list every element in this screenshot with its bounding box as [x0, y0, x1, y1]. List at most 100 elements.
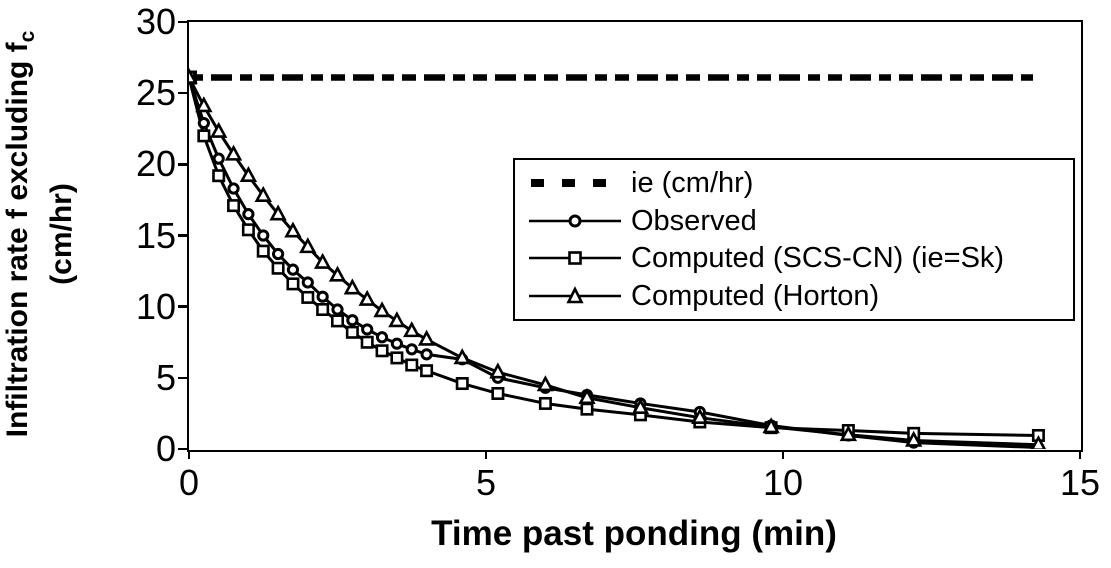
- computed-horton-marker: [343, 278, 362, 295]
- computed-horton-marker: [904, 430, 923, 447]
- computed-scs-cn-marker: [538, 396, 552, 410]
- observed-marker: [212, 152, 225, 165]
- computed-scs-cn-marker: [227, 199, 241, 213]
- computed-horton-marker: [839, 425, 858, 442]
- computed-scs-cn-marker: [420, 364, 434, 378]
- computed-horton-marker: [254, 185, 272, 202]
- computed-scs-cn-marker: [316, 303, 330, 317]
- legend-row-ie: ie (cm/hr): [527, 168, 1069, 198]
- computed-scs-cn-marker: [491, 386, 505, 400]
- x-axis-tick: [484, 450, 488, 459]
- y-axis-title-line2: (cm/hr): [45, 183, 78, 285]
- observed-marker: [197, 116, 210, 130]
- computed-horton-marker: [373, 301, 391, 318]
- x-tick-label: 0: [178, 462, 200, 503]
- observed-marker: [257, 229, 270, 242]
- computed-scs-cn-marker: [331, 314, 345, 328]
- legend-label-horton: Computed (Horton): [631, 280, 880, 313]
- circle-marker-sample-icon: [529, 214, 621, 228]
- y-tick-label: 30: [135, 1, 176, 42]
- legend-row-observed: Observed: [527, 206, 1069, 236]
- computed-horton-marker: [269, 204, 287, 221]
- computed-horton-marker: [358, 289, 376, 306]
- y-tick-label: 20: [135, 143, 176, 185]
- computed-horton-marker: [388, 311, 406, 328]
- computed-horton-marker: [691, 407, 709, 424]
- computed-horton-marker: [313, 252, 332, 269]
- observed-marker: [331, 303, 344, 316]
- computed-scs-cn-marker: [390, 351, 404, 365]
- y-axis-tick: [178, 20, 187, 24]
- computed-scs-cn-marker: [455, 377, 469, 391]
- observed-marker: [301, 276, 314, 289]
- observed-marker: [242, 208, 255, 221]
- computed-horton-marker: [403, 321, 421, 338]
- observed-marker: [316, 290, 329, 303]
- y-axis-tick: [178, 376, 187, 380]
- triangle-marker-sample-icon: [529, 286, 621, 304]
- computed-scs-cn-marker: [197, 129, 211, 143]
- y-tick-label: 25: [135, 72, 176, 114]
- y-tick-label: 10: [135, 285, 176, 327]
- legend-row-scs-cn: Computed (SCS-CN) (ie=Sk): [527, 243, 1069, 273]
- computed-horton-marker: [631, 397, 650, 415]
- legend-box: ie (cm/hr) Observed Computed (SCS-CN) (i…: [513, 158, 1075, 321]
- computed-horton-marker: [417, 329, 436, 346]
- computed-horton-marker: [1030, 435, 1047, 449]
- dashed-line-sample-icon: [531, 178, 619, 187]
- observed-marker: [361, 323, 374, 336]
- observed-marker: [286, 263, 300, 276]
- y-axis-title-subscript: c: [16, 30, 39, 43]
- y-tick-label: 5: [155, 356, 176, 398]
- y-tick-label: 15: [135, 214, 176, 256]
- y-axis-title: Infiltration rate f excluding fc (cm/hr): [1, 0, 79, 479]
- observed-marker: [420, 348, 433, 361]
- y-axis-tick: [178, 163, 187, 166]
- computed-scs-cn-marker: [256, 244, 270, 258]
- computed-horton-marker: [453, 348, 471, 365]
- observed-marker: [405, 343, 418, 356]
- computed-scs-cn-marker: [405, 358, 419, 372]
- legend-label-scs-cn: Computed (SCS-CN) (ie=Sk): [631, 242, 1005, 275]
- computed-horton-marker: [210, 121, 228, 138]
- y-axis-tick: [178, 91, 187, 95]
- x-axis-tick: [1078, 450, 1082, 459]
- x-axis-tick: [187, 450, 191, 459]
- legend-row-horton: Computed (Horton): [527, 281, 1069, 311]
- computed-horton-marker: [224, 144, 243, 161]
- y-axis-tick: [178, 305, 187, 308]
- computed-horton-marker: [195, 96, 213, 113]
- observed-marker: [390, 337, 403, 350]
- computed-horton-marker: [489, 362, 507, 379]
- y-axis-tick: [178, 234, 187, 237]
- computed-horton-marker: [299, 237, 317, 254]
- square-marker-sample-icon: [529, 251, 621, 266]
- legend-label-observed: Observed: [631, 204, 757, 237]
- computed-scs-cn-marker: [375, 344, 389, 358]
- computed-scs-cn-marker: [345, 325, 359, 339]
- computed-scs-cn-marker: [301, 290, 315, 304]
- computed-scs-cn-marker: [212, 169, 226, 183]
- x-tick-label: 15: [1059, 462, 1101, 503]
- computed-scs-cn-marker: [241, 223, 255, 237]
- computed-horton-marker: [239, 165, 258, 183]
- computed-horton-marker: [284, 221, 302, 238]
- x-axis-title: Time past ponding (min): [431, 514, 837, 553]
- computed-horton-marker: [189, 67, 198, 84]
- computed-scs-cn-marker: [286, 277, 300, 291]
- computed-horton-marker: [762, 417, 780, 434]
- x-tick-label: 5: [475, 462, 497, 503]
- computed-scs-cn-marker: [360, 335, 374, 349]
- computed-horton-marker: [578, 388, 596, 405]
- y-axis-tick: [178, 447, 187, 451]
- computed-scs-cn-marker: [271, 261, 285, 275]
- y-axis-title-line1: Infiltration rate f excluding f: [1, 42, 34, 438]
- observed-marker: [346, 314, 359, 327]
- computed-horton-marker: [328, 265, 347, 282]
- computed-scs-cn-marker: [580, 402, 594, 416]
- data-series-canvas: [189, 67, 1047, 449]
- y-tick-label: 0: [155, 428, 176, 469]
- observed-marker: [272, 247, 285, 261]
- x-tick-label: 10: [762, 462, 804, 503]
